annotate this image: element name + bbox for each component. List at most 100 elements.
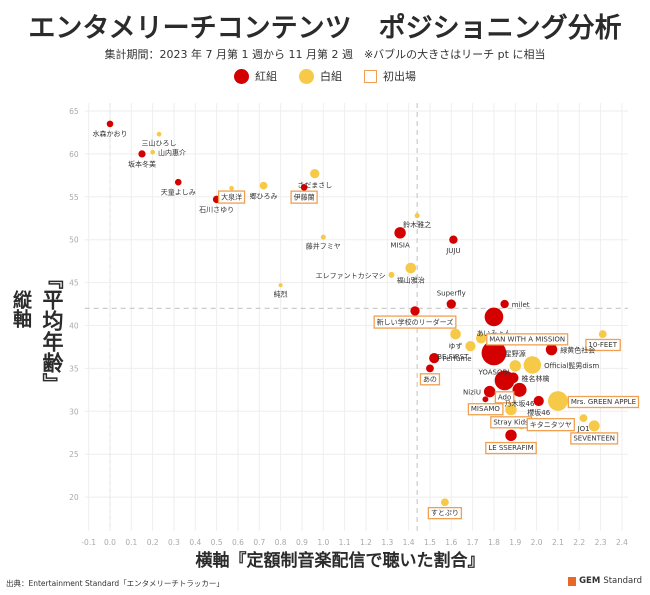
x-tick-label: 1.5 bbox=[424, 538, 436, 547]
first-appearance-box bbox=[427, 507, 463, 520]
point-label: 鈴木雅之 bbox=[403, 220, 431, 229]
bubble-point bbox=[482, 396, 489, 403]
y-tick-label: 45 bbox=[69, 279, 79, 288]
point-label: 10-FEET bbox=[588, 341, 617, 349]
point-label: LE SSERAFIM bbox=[488, 444, 533, 452]
point-label: Official髭男dism bbox=[544, 361, 599, 370]
x-tick-label: 0.4 bbox=[189, 538, 201, 547]
x-tick-label: 2.2 bbox=[573, 538, 585, 547]
bubble-point bbox=[106, 120, 114, 128]
x-tick-label: 2.3 bbox=[595, 538, 607, 547]
y-tick-label: 40 bbox=[69, 322, 79, 331]
x-tick-label: 0.7 bbox=[253, 538, 265, 547]
bubble-point bbox=[465, 340, 476, 352]
point-label: すとぷり bbox=[431, 509, 459, 517]
point-label: 三山ひろし bbox=[142, 138, 177, 147]
x-tick-label: 0.3 bbox=[168, 538, 180, 547]
point-label: BE:FIRST bbox=[437, 353, 469, 361]
point-label: Ado bbox=[498, 393, 511, 401]
bubble-point bbox=[229, 185, 234, 191]
first-appearance-box bbox=[567, 395, 640, 409]
bubble-point bbox=[545, 343, 558, 356]
first-appearance-box bbox=[486, 333, 569, 346]
point-label: 緑黄色社会 bbox=[560, 346, 595, 355]
point-label: キタニタツヤ bbox=[530, 420, 572, 429]
chart-subtitle: 集計期間：2023 年 7 月第 1 週から 11 月第 2 週 ※バブルの大き… bbox=[104, 48, 546, 61]
point-label: 天童よしみ bbox=[161, 188, 196, 197]
bubble-point bbox=[505, 429, 517, 442]
first-appearance-box bbox=[373, 315, 457, 329]
x-tick-label: 1.3 bbox=[381, 538, 393, 547]
point-label: NiziU bbox=[463, 389, 481, 397]
point-label: MAN WITH A MISSION bbox=[489, 335, 565, 343]
bubble-point bbox=[446, 299, 456, 309]
bubble-point bbox=[481, 340, 507, 366]
point-label: JO1 bbox=[577, 425, 590, 433]
x-tick-label: 0.8 bbox=[275, 538, 287, 547]
point-label: 福山雅治 bbox=[397, 275, 425, 284]
brand-logo: GEM Standard bbox=[568, 576, 642, 586]
point-label: Mrs. GREEN APPLE bbox=[571, 398, 636, 406]
x-tick-label: -0.1 bbox=[81, 538, 96, 547]
y-tick-label: 25 bbox=[69, 450, 79, 459]
point-label: JUJU bbox=[445, 247, 460, 255]
x-tick-label: 1.6 bbox=[445, 538, 457, 547]
bubble-point bbox=[405, 262, 417, 274]
bubble-point bbox=[426, 364, 434, 373]
y-axis-label-title: 『平均年齢』 bbox=[40, 268, 64, 394]
brand-rest: Standard bbox=[603, 576, 642, 586]
legend-item-red: 紅組 bbox=[234, 68, 277, 84]
first-appearance-box bbox=[494, 391, 515, 404]
x-tick-label: 0.2 bbox=[147, 538, 159, 547]
y-tick-label: 30 bbox=[69, 407, 79, 416]
point-label: あの bbox=[423, 375, 437, 383]
point-label: さだまさし bbox=[297, 181, 332, 189]
legend-red-label: 紅組 bbox=[255, 70, 277, 83]
bubble-point bbox=[512, 382, 527, 397]
bubble-point bbox=[320, 234, 326, 240]
x-tick-label: 1.0 bbox=[317, 538, 329, 547]
bubble-point bbox=[259, 181, 268, 190]
bubble-point bbox=[150, 149, 155, 155]
point-label: MISIA bbox=[390, 242, 410, 250]
point-label: 水森かおり bbox=[93, 129, 128, 138]
bubble-point bbox=[440, 498, 449, 507]
point-label: Perfume bbox=[442, 355, 471, 363]
bubble-point bbox=[476, 333, 487, 344]
point-label: SEVENTEEN bbox=[573, 434, 615, 442]
source-credit: 出典：Entertainment Standard「エンタメリーチトラッカー」 bbox=[6, 579, 224, 588]
bubble-point bbox=[138, 150, 146, 158]
bubble-point bbox=[505, 403, 517, 416]
point-label: YOASOBI bbox=[477, 368, 509, 376]
first-appearance-box bbox=[290, 190, 318, 204]
bubble-point bbox=[300, 184, 308, 191]
y-tick-label: 50 bbox=[69, 236, 79, 245]
first-appearance-box bbox=[419, 373, 441, 386]
bubble-point bbox=[449, 235, 458, 244]
bubble-point bbox=[450, 328, 461, 340]
bubble-point bbox=[410, 306, 420, 316]
point-label: 伊藤蘭 bbox=[294, 193, 315, 202]
point-label: 大泉洋 bbox=[221, 193, 242, 202]
first-appearance-box-icon bbox=[364, 69, 377, 83]
point-label: Superfly bbox=[437, 289, 466, 297]
x-tick-label: 2.4 bbox=[616, 538, 628, 547]
point-label: 山内惠介 bbox=[158, 148, 186, 157]
x-tick-label: 0.1 bbox=[125, 538, 137, 547]
point-label: 乃木坂46 bbox=[505, 399, 535, 408]
x-tick-label: 2.0 bbox=[531, 538, 543, 547]
x-tick-label: 0.0 bbox=[104, 538, 116, 547]
bubble-point bbox=[507, 372, 519, 384]
x-tick-label: 1.8 bbox=[488, 538, 500, 547]
first-appearance-box bbox=[570, 432, 619, 445]
point-label: milet bbox=[512, 301, 530, 309]
bubble-point bbox=[388, 271, 395, 278]
brand-square-icon bbox=[568, 576, 577, 586]
bubble-point bbox=[156, 131, 162, 137]
x-tick-label: 0.5 bbox=[211, 538, 223, 547]
first-appearance-box bbox=[485, 441, 537, 455]
bubble-point bbox=[483, 385, 496, 398]
legend-first-label: 初出場 bbox=[383, 70, 416, 83]
point-label: 椎名林檎 bbox=[521, 374, 549, 383]
